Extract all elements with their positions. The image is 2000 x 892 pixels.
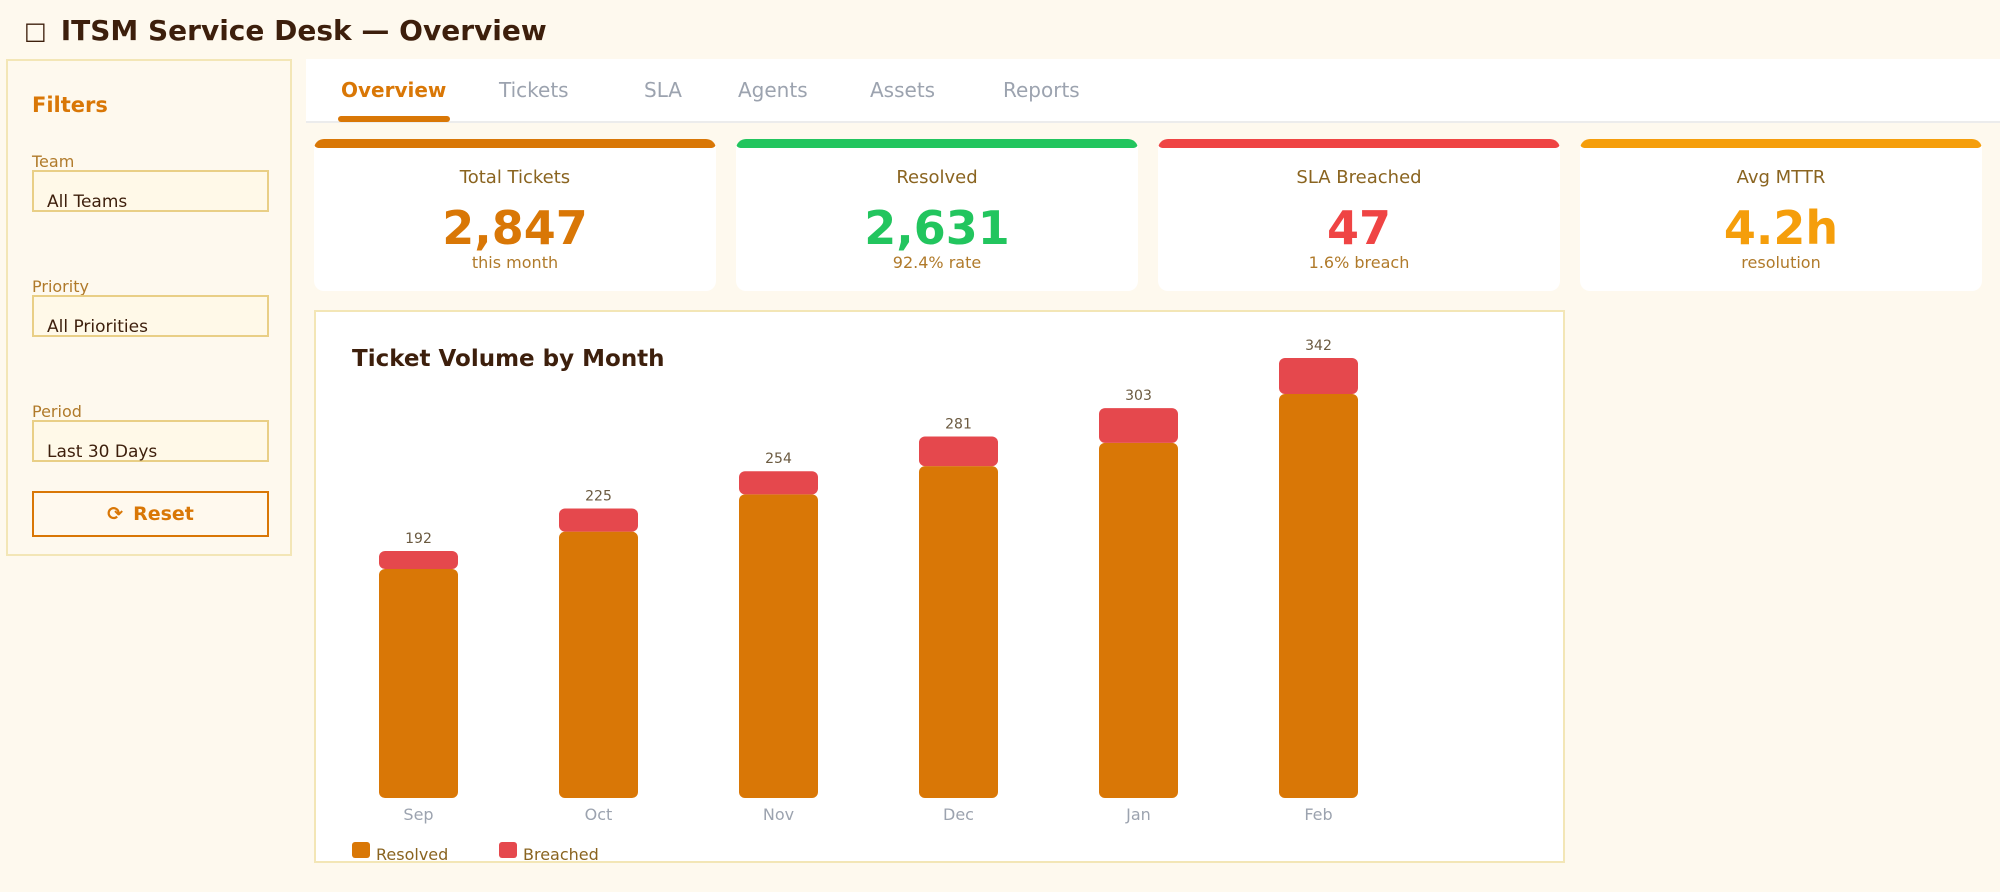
kpi-subtext: resolution [1741, 253, 1821, 272]
refresh-icon: ⟳ [107, 503, 124, 525]
x-tick-label-nov: Nov [763, 805, 794, 824]
tab-tickets[interactable]: Tickets [499, 78, 569, 102]
kpi-accent-bar [1158, 139, 1560, 148]
page-title: ITSM Service Desk — Overview [60, 14, 547, 47]
x-tick-label-jan: Jan [1125, 805, 1151, 824]
bar-group-sep: 192 Sep [379, 531, 458, 824]
period-filter-select[interactable]: Last 30 Days [32, 420, 269, 462]
legend-item-breached: Breached [499, 842, 599, 864]
bar-breached-sep [379, 550, 458, 569]
kpi-value: 4.2h [1723, 201, 1839, 255]
kpi-card-avg-mttr: Avg MTTR 4.2h resolution [1580, 139, 1982, 291]
app-icon: □ [24, 16, 47, 45]
bar-group-dec: 281 Dec [919, 416, 998, 824]
chart-title: Ticket Volume by Month [352, 346, 665, 372]
x-tick-label-dec: Dec [943, 805, 974, 824]
legend-swatch-breached [499, 842, 517, 858]
legend-item-resolved: Resolved [352, 842, 448, 864]
bar-resolved-feb [1279, 394, 1358, 798]
tab-bar: Overview Tickets SLA Agents Assets Repor… [306, 59, 2000, 123]
bar-resolved-nov [739, 494, 818, 798]
bar-group-oct: 225 Oct [559, 489, 638, 824]
reset-button-label: Reset [133, 503, 194, 525]
bar-total-label-sep: 192 [405, 531, 432, 547]
priority-filter-label: Priority [32, 277, 89, 296]
team-filter-label: Team [32, 152, 75, 171]
kpi-accent-bar [314, 139, 716, 148]
kpi-subtext: this month [471, 253, 559, 272]
tab-overview[interactable]: Overview [341, 78, 447, 102]
bar-resolved-sep [379, 568, 458, 798]
bar-breached-oct [559, 508, 638, 532]
bar-resolved-oct [559, 531, 638, 798]
kpi-subtext: 92.4% rate [892, 253, 982, 272]
x-tick-label-feb: Feb [1304, 805, 1332, 824]
reset-button[interactable]: ⟳ Reset [32, 491, 269, 537]
kpi-label: SLA Breached [1296, 167, 1422, 188]
app-title: □ ITSM Service Desk — Overview [24, 14, 547, 47]
kpi-card-sla-breached: SLA Breached 47 1.6% breach [1158, 139, 1560, 291]
kpi-card-resolved: Resolved 2,631 92.4% rate [736, 139, 1138, 291]
tab-assets[interactable]: Assets [870, 78, 936, 102]
filters-sidebar: Filters Team All Teams Priority All Prio… [6, 59, 292, 556]
kpi-card-total-tickets: Total Tickets 2,847 this month [314, 139, 716, 291]
kpi-label: Avg MTTR [1736, 167, 1826, 188]
bar-breached-nov [739, 471, 818, 495]
bar-group-nov: 254 Nov [739, 451, 818, 824]
legend-label-resolved: Resolved [376, 845, 449, 864]
bar-total-label-dec: 281 [945, 416, 972, 432]
kpi-subtext: 1.6% breach [1308, 253, 1410, 272]
kpi-value: 47 [1326, 201, 1391, 255]
bar-group-jan: 303 Jan [1099, 388, 1178, 824]
priority-filter-select[interactable]: All Priorities [32, 295, 269, 337]
kpi-value: 2,631 [864, 201, 1010, 255]
legend-label-breached: Breached [523, 845, 599, 864]
bar-resolved-dec [919, 466, 998, 798]
bar-breached-feb [1279, 358, 1358, 395]
kpi-accent-bar [736, 139, 1138, 148]
kpi-label: Total Tickets [459, 167, 571, 188]
tab-agents[interactable]: Agents [738, 78, 808, 102]
filters-heading: Filters [32, 93, 108, 117]
kpi-label: Resolved [896, 167, 978, 188]
bar-resolved-jan [1099, 442, 1178, 798]
tab-reports[interactable]: Reports [1003, 78, 1080, 102]
kpi-value: 2,847 [442, 201, 588, 255]
bar-group-feb: 342 Feb [1279, 338, 1358, 824]
period-filter-label: Period [32, 402, 82, 421]
x-tick-label-oct: Oct [585, 805, 613, 824]
bar-total-label-jan: 303 [1125, 388, 1152, 404]
tab-sla[interactable]: SLA [644, 78, 682, 102]
legend-swatch-resolved [352, 842, 370, 858]
bar-breached-jan [1099, 408, 1178, 443]
active-tab-indicator [338, 116, 450, 122]
bar-total-label-feb: 342 [1305, 338, 1332, 354]
bar-breached-dec [919, 436, 998, 467]
x-tick-label-sep: Sep [403, 805, 433, 824]
bar-total-label-nov: 254 [765, 451, 792, 467]
ticket-volume-chart-panel: Ticket Volume by Month 192 Sep 225 Oct 254 No… [314, 310, 1565, 864]
kpi-accent-bar [1580, 139, 1982, 148]
team-filter-select[interactable]: All Teams [32, 170, 269, 212]
bar-total-label-oct: 225 [585, 489, 612, 505]
ticket-volume-chart: 192 Sep 225 Oct 254 Nov 281 Dec 303 Jan 342 Feb [379, 338, 1358, 824]
